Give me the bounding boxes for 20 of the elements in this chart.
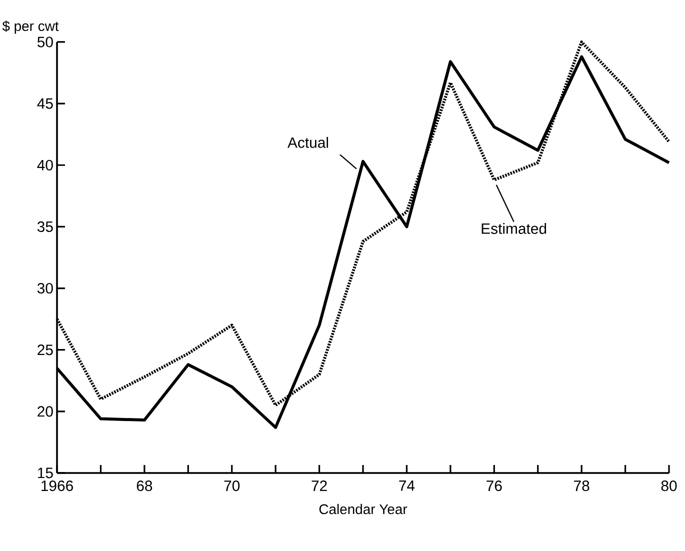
x-tick-label: 1966	[42, 480, 73, 492]
y-tick-label: 15	[38, 468, 53, 478]
y-axis-title: $ per cwt	[2, 20, 59, 34]
text: Estimated	[482, 222, 546, 234]
x-tick-label: 78	[574, 480, 590, 492]
y-tick-label: 30	[37, 282, 53, 294]
y-tick-label: 20	[38, 406, 53, 417]
x-tick-label: 76	[486, 480, 502, 492]
y-tick-label: 35	[37, 221, 53, 232]
y-tick-label: 40	[37, 160, 53, 170]
x-tick-label: 72	[312, 480, 327, 491]
text: Actual	[288, 136, 328, 148]
x-axis-title: Calendar Year	[319, 504, 408, 514]
x-tick-label: 80	[661, 480, 677, 492]
y-tick-label: 50	[37, 36, 53, 48]
x-tick-label: 70	[224, 480, 240, 492]
y-tick-label: 25	[38, 344, 53, 356]
x-tick-label: 74	[399, 480, 415, 491]
x-tick-label: 68	[136, 480, 152, 492]
y-tick-label: 45	[37, 98, 53, 109]
